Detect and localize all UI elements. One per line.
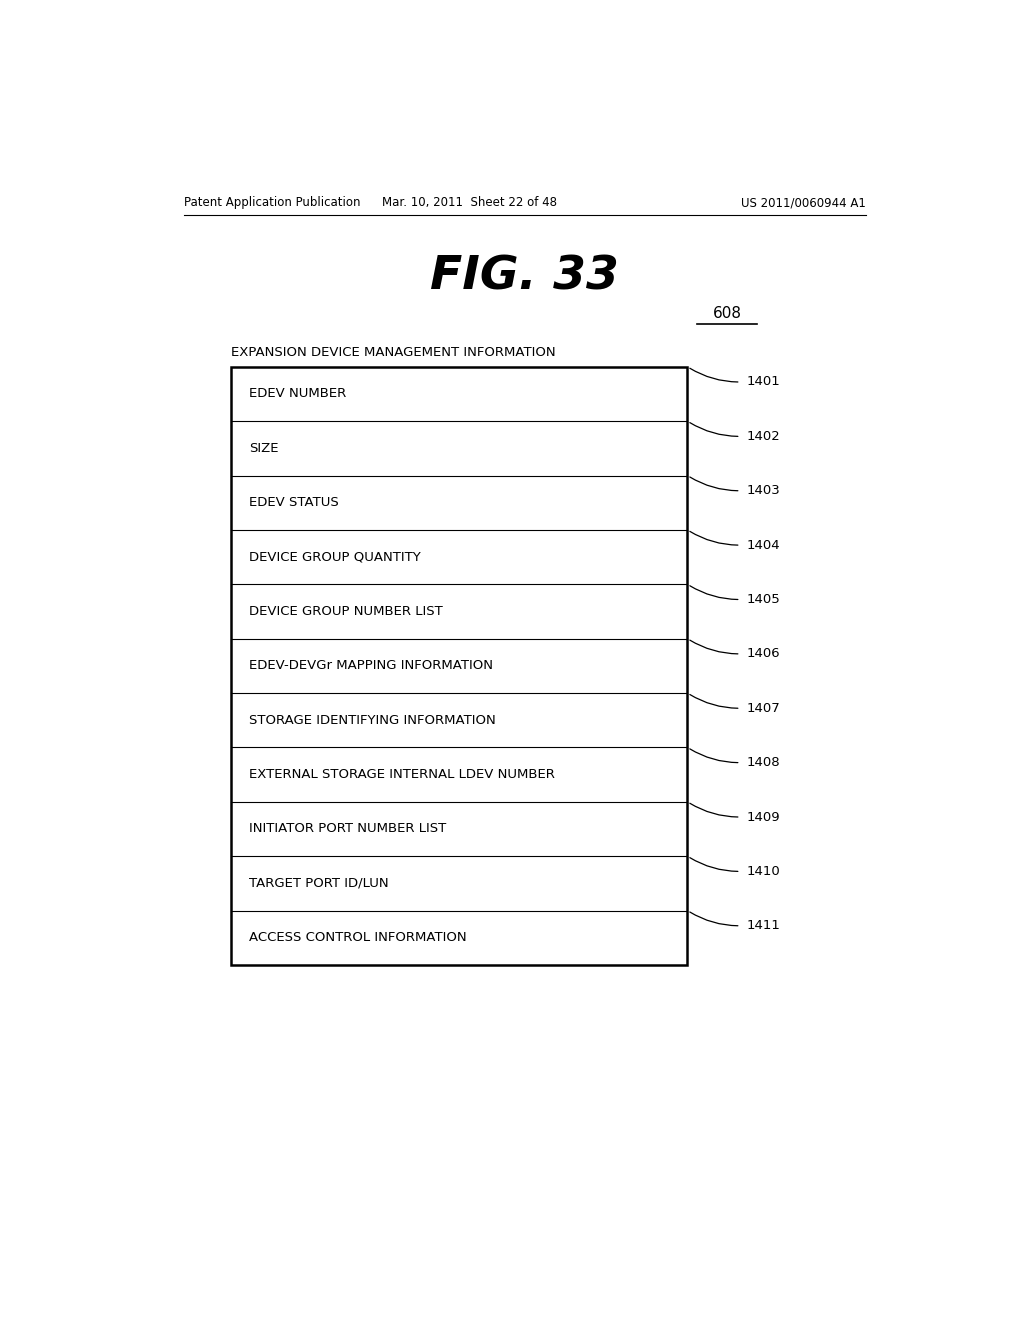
- Text: 1404: 1404: [746, 539, 780, 552]
- Text: 1410: 1410: [746, 865, 780, 878]
- Bar: [231, 367, 687, 965]
- Text: 1408: 1408: [746, 756, 780, 770]
- Text: ACCESS CONTROL INFORMATION: ACCESS CONTROL INFORMATION: [249, 931, 466, 944]
- Text: DEVICE GROUP NUMBER LIST: DEVICE GROUP NUMBER LIST: [249, 605, 442, 618]
- Text: EDEV NUMBER: EDEV NUMBER: [249, 388, 346, 400]
- Text: 1403: 1403: [746, 484, 780, 498]
- Text: STORAGE IDENTIFYING INFORMATION: STORAGE IDENTIFYING INFORMATION: [249, 714, 496, 727]
- Text: Patent Application Publication: Patent Application Publication: [183, 195, 360, 209]
- Text: Mar. 10, 2011  Sheet 22 of 48: Mar. 10, 2011 Sheet 22 of 48: [382, 195, 557, 209]
- Text: EDEV-DEVGr MAPPING INFORMATION: EDEV-DEVGr MAPPING INFORMATION: [249, 659, 493, 672]
- Text: DEVICE GROUP QUANTITY: DEVICE GROUP QUANTITY: [249, 550, 421, 564]
- Text: EXTERNAL STORAGE INTERNAL LDEV NUMBER: EXTERNAL STORAGE INTERNAL LDEV NUMBER: [249, 768, 555, 781]
- Text: 608: 608: [713, 306, 741, 321]
- Text: FIG. 33: FIG. 33: [430, 255, 620, 300]
- Text: 1401: 1401: [746, 375, 780, 388]
- Text: INITIATOR PORT NUMBER LIST: INITIATOR PORT NUMBER LIST: [249, 822, 445, 836]
- Text: 1409: 1409: [746, 810, 780, 824]
- Text: SIZE: SIZE: [249, 442, 279, 455]
- Text: TARGET PORT ID/LUN: TARGET PORT ID/LUN: [249, 876, 388, 890]
- Text: 1405: 1405: [746, 593, 780, 606]
- Text: 1402: 1402: [746, 430, 780, 444]
- Text: 1407: 1407: [746, 702, 780, 714]
- Text: US 2011/0060944 A1: US 2011/0060944 A1: [741, 195, 866, 209]
- Text: EXPANSION DEVICE MANAGEMENT INFORMATION: EXPANSION DEVICE MANAGEMENT INFORMATION: [231, 346, 556, 359]
- Text: 1406: 1406: [746, 647, 780, 660]
- Text: EDEV STATUS: EDEV STATUS: [249, 496, 338, 510]
- Text: 1411: 1411: [746, 919, 781, 932]
